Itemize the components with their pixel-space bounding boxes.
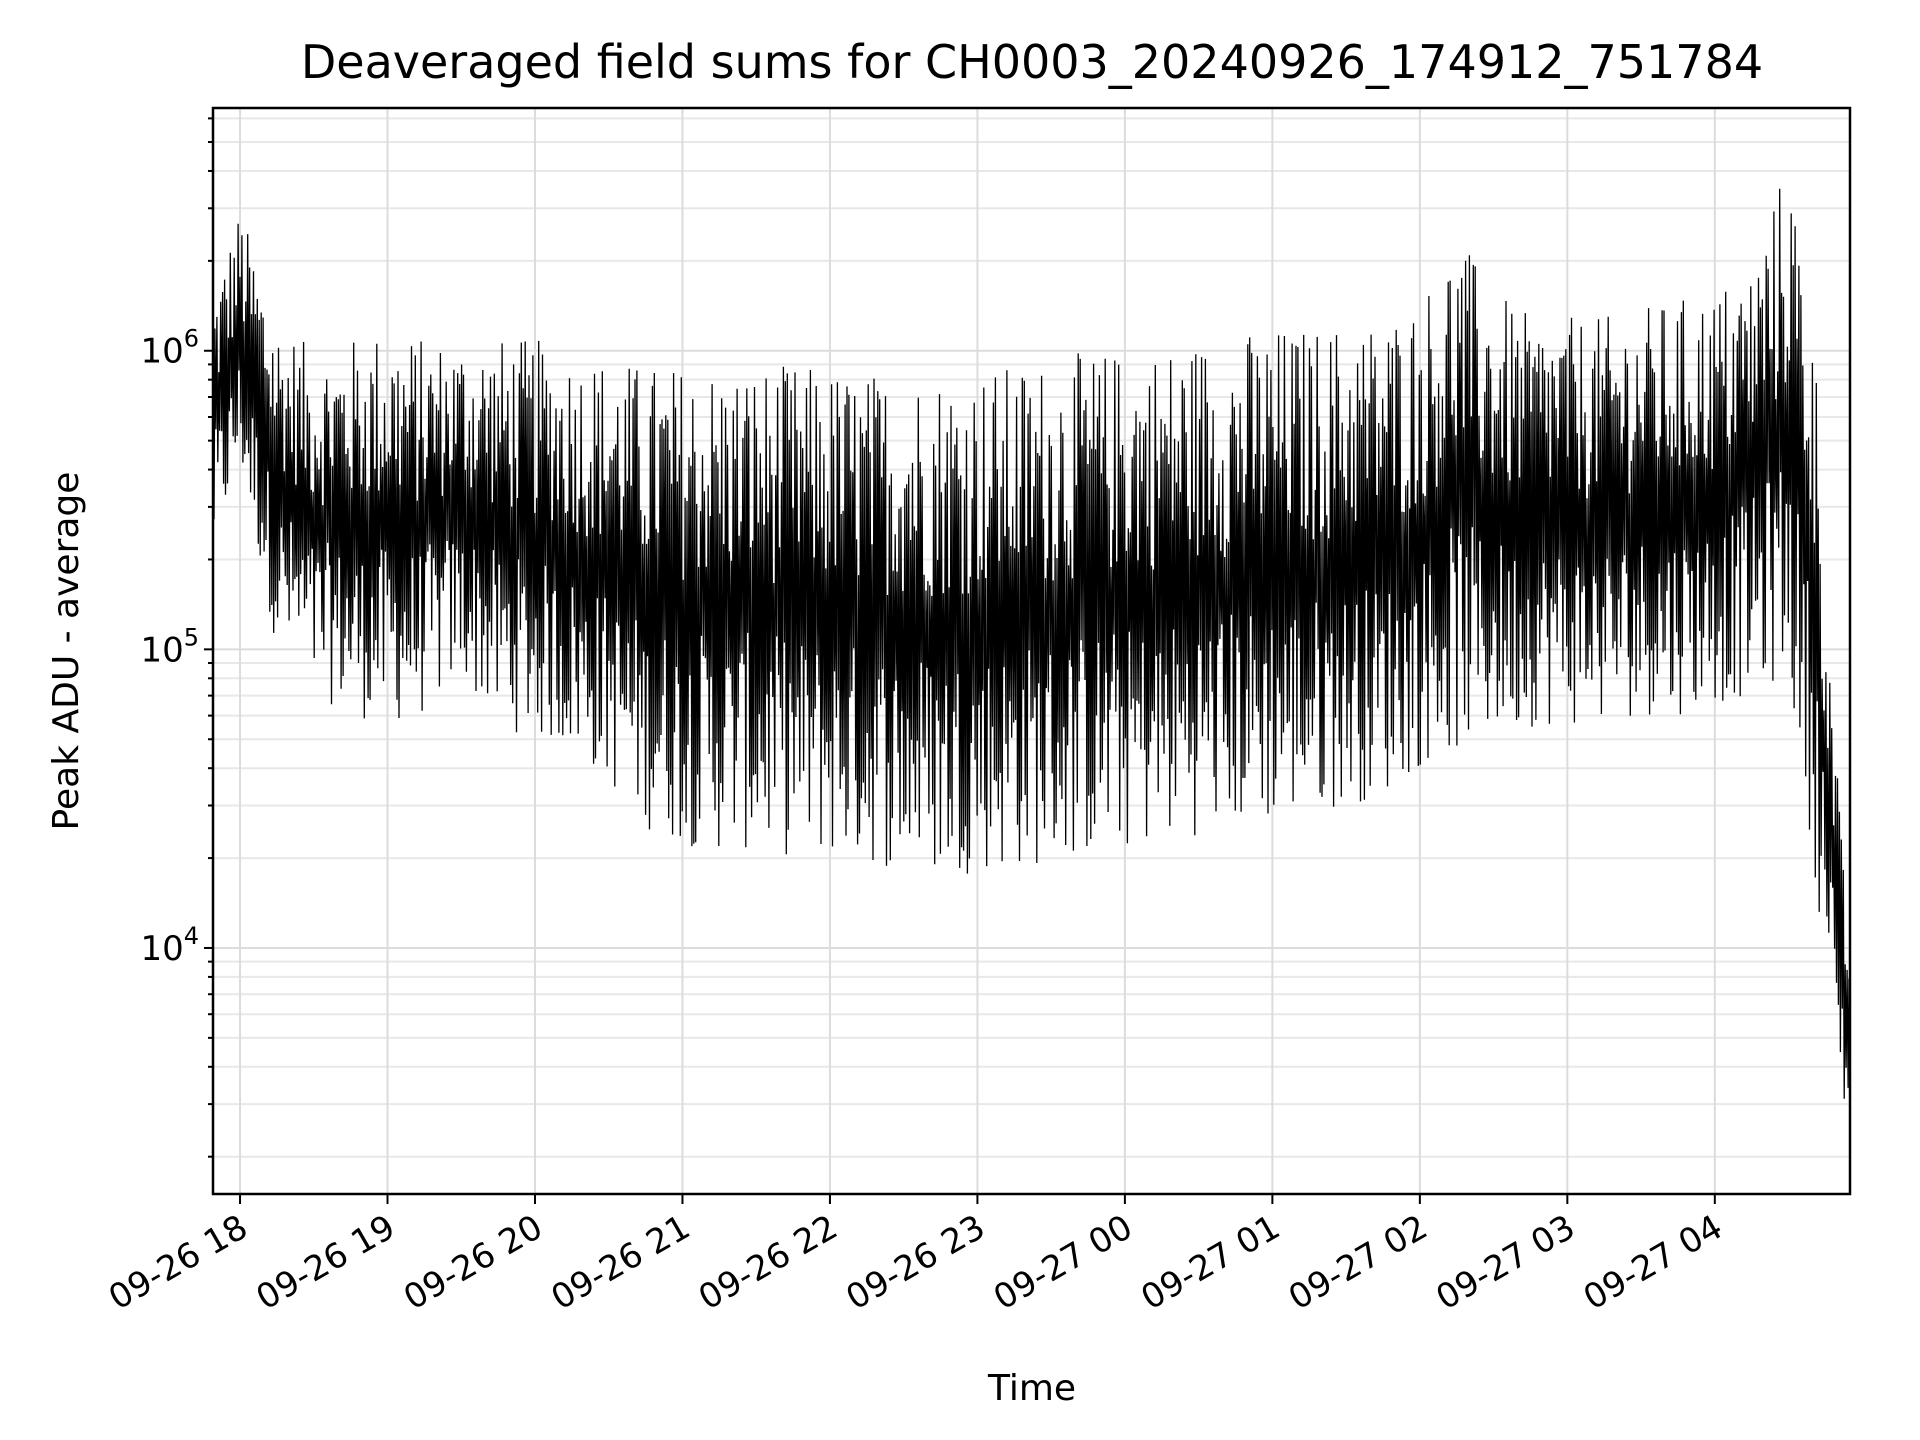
y-tick-base: 10 (140, 929, 183, 969)
y-tick-base: 10 (140, 332, 183, 372)
y-tick-label: 105 (140, 623, 199, 670)
y-tick-exponent: 5 (184, 623, 199, 651)
y-tick-exponent: 6 (184, 325, 199, 353)
y-tick-exponent: 4 (184, 922, 199, 950)
plot-area-frame (211, 106, 1852, 1196)
y-tick-label: 104 (140, 922, 199, 969)
chart-title: Deaveraged field sums for CH0003_2024092… (301, 35, 1763, 89)
y-axis-label: Peak ADU - average (46, 472, 87, 831)
series-line (212, 188, 1851, 1099)
series-group (212, 188, 1851, 1099)
y-tick-base: 10 (140, 630, 183, 670)
x-axis-label: Time (987, 1368, 1076, 1409)
y-tick-label: 106 (140, 325, 199, 372)
